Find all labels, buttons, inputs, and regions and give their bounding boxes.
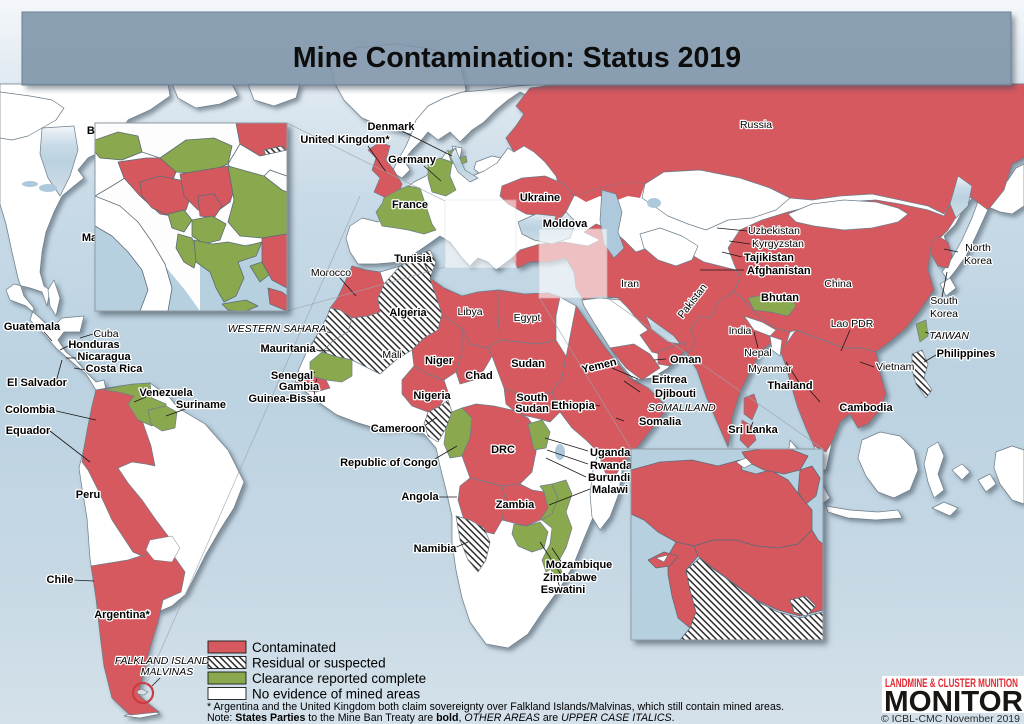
svg-text:Chad: Chad xyxy=(465,370,493,382)
svg-text:* Argentina and the United Kin: * Argentina and the United Kingdom both … xyxy=(207,701,784,713)
svg-text:Angola: Angola xyxy=(401,491,439,503)
svg-text:Burundi: Burundi xyxy=(588,472,630,484)
svg-text:Namibia: Namibia xyxy=(414,543,458,555)
svg-text:Vietnam: Vietnam xyxy=(876,361,915,373)
svg-text:Nicaragua: Nicaragua xyxy=(77,351,131,363)
svg-text:Somalia: Somalia xyxy=(639,416,682,428)
svg-text:Afghanistan: Afghanistan xyxy=(747,265,811,277)
svg-text:Bhutan: Bhutan xyxy=(761,292,799,304)
svg-text:United Kingdom*: United Kingdom* xyxy=(300,134,390,146)
svg-text:Ukraine: Ukraine xyxy=(520,192,560,204)
svg-text:Morocco: Morocco xyxy=(311,267,351,279)
svg-text:Contaminated: Contaminated xyxy=(252,640,336,655)
svg-text:Mozambique: Mozambique xyxy=(546,559,613,571)
svg-text:Sri Lanka: Sri Lanka xyxy=(728,424,778,436)
svg-text:Korea: Korea xyxy=(930,308,958,320)
svg-text:Equador: Equador xyxy=(6,425,51,437)
svg-text:Chile: Chile xyxy=(47,574,74,586)
svg-text:Republic of Congo: Republic of Congo xyxy=(340,457,438,469)
svg-text:Denmark: Denmark xyxy=(367,121,415,133)
svg-text:Colombia: Colombia xyxy=(5,404,56,416)
svg-text:Nigeria: Nigeria xyxy=(413,390,451,402)
svg-text:Algeria: Algeria xyxy=(389,307,427,319)
svg-text:Iran: Iran xyxy=(621,278,639,290)
svg-text:France: France xyxy=(392,199,428,211)
svg-text:Residual or suspected: Residual or suspected xyxy=(252,656,386,671)
svg-text:Tajikistan: Tajikistan xyxy=(744,252,794,264)
svg-text:LANDMINE & CLUSTER MUNITION: LANDMINE & CLUSTER MUNITION xyxy=(885,678,1018,690)
svg-text:Kyrgyzstan: Kyrgyzstan xyxy=(752,238,804,250)
svg-text:MALVINAS: MALVINAS xyxy=(141,666,194,678)
svg-text:Zambia: Zambia xyxy=(496,499,535,511)
svg-text:South: South xyxy=(930,295,958,307)
svg-text:Oman: Oman xyxy=(670,354,701,366)
svg-text:Peru: Peru xyxy=(76,489,100,501)
svg-text:SOMALILAND: SOMALILAND xyxy=(648,402,716,414)
svg-text:Korea: Korea xyxy=(964,255,992,267)
svg-text:Sudan: Sudan xyxy=(515,403,549,415)
svg-text:Nepal: Nepal xyxy=(744,347,771,359)
svg-text:Niger: Niger xyxy=(425,355,454,367)
svg-text:Senegal: Senegal xyxy=(271,370,313,382)
svg-text:China: China xyxy=(824,278,852,290)
svg-text:Myanmar: Myanmar xyxy=(748,363,792,375)
svg-text:Gambia: Gambia xyxy=(279,381,320,393)
svg-text:North: North xyxy=(965,242,991,254)
svg-text:© ICBL-CMC November 2019: © ICBL-CMC November 2019 xyxy=(881,713,1020,724)
svg-text:Tunisia: Tunisia xyxy=(394,253,433,265)
svg-text:Cambodia: Cambodia xyxy=(839,402,893,414)
svg-text:Sudan: Sudan xyxy=(511,358,545,370)
svg-text:Argentina*: Argentina* xyxy=(94,609,150,621)
svg-text:Mine Contamination: Status 201: Mine Contamination: Status 2019 xyxy=(293,42,741,74)
svg-text:Mali: Mali xyxy=(382,349,401,361)
svg-text:Malawi: Malawi xyxy=(592,484,628,496)
svg-text:Note: States Parties to the Mi: Note: States Parties to the Mine Ban Tre… xyxy=(207,712,675,724)
svg-text:Lao PDR: Lao PDR xyxy=(831,318,874,330)
svg-text:Ethiopia: Ethiopia xyxy=(551,400,595,412)
svg-text:Costa Rica: Costa Rica xyxy=(86,363,144,375)
svg-text:Egypt: Egypt xyxy=(514,312,541,324)
svg-text:South: South xyxy=(516,392,547,404)
svg-text:Mauritania: Mauritania xyxy=(260,343,316,355)
svg-text:Guatemala: Guatemala xyxy=(4,321,61,333)
svg-text:Eritrea: Eritrea xyxy=(652,374,688,386)
svg-text:Guinea-Bissau: Guinea-Bissau xyxy=(248,393,325,405)
svg-text:Uzbekistan: Uzbekistan xyxy=(748,225,800,237)
svg-text:Germany: Germany xyxy=(388,154,437,166)
svg-text:WESTERN SAHARA: WESTERN SAHARA xyxy=(228,323,327,335)
svg-text:No evidence of mined areas: No evidence of mined areas xyxy=(252,687,420,702)
svg-text:Eswatini: Eswatini xyxy=(541,584,586,596)
svg-text:Zimbabwe: Zimbabwe xyxy=(543,572,597,584)
svg-text:Honduras: Honduras xyxy=(68,339,119,351)
svg-text:Uganda: Uganda xyxy=(590,447,631,459)
svg-text:Cameroon: Cameroon xyxy=(371,423,426,435)
svg-text:Djibouti: Djibouti xyxy=(655,388,696,400)
svg-text:MONITOR: MONITOR xyxy=(884,686,1023,718)
svg-text:Russia: Russia xyxy=(740,119,772,131)
svg-text:FALKLAND ISLANDS/: FALKLAND ISLANDS/ xyxy=(115,655,220,667)
svg-text:Venezuela: Venezuela xyxy=(139,387,193,399)
svg-text:Cuba: Cuba xyxy=(93,328,118,340)
svg-text:DRC: DRC xyxy=(491,444,515,456)
svg-text:Suriname: Suriname xyxy=(176,399,226,411)
svg-text:Clearance reported complete: Clearance reported complete xyxy=(252,671,426,686)
svg-text:Rwanda: Rwanda xyxy=(590,460,633,472)
svg-text:Libya: Libya xyxy=(457,306,482,318)
svg-text:Philippines: Philippines xyxy=(937,348,996,360)
svg-text:India: India xyxy=(729,325,752,337)
svg-text:TAIWAN: TAIWAN xyxy=(929,330,969,342)
svg-text:El Salvador: El Salvador xyxy=(7,377,68,389)
svg-text:Thailand: Thailand xyxy=(767,380,812,392)
svg-text:Moldova: Moldova xyxy=(543,218,588,230)
